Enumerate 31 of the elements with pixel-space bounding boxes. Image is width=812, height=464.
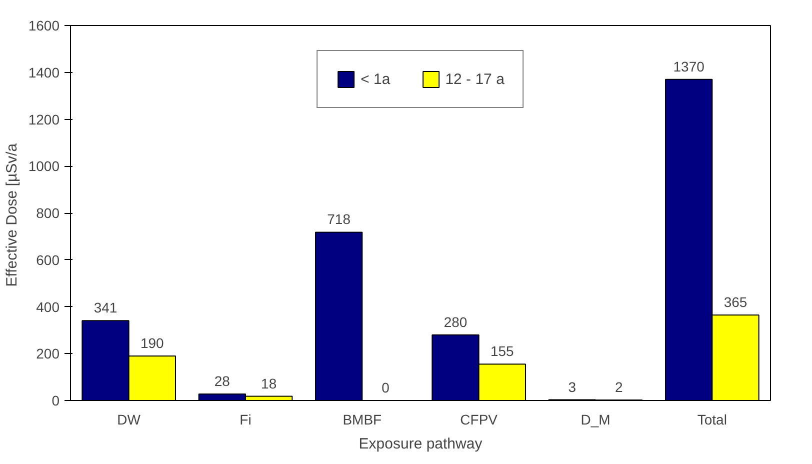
data-label: 2	[614, 379, 623, 396]
data-label: 18	[261, 375, 277, 392]
data-label: 718	[327, 211, 351, 228]
data-label: 1370	[673, 58, 705, 74]
legend-label: < 1a	[360, 70, 390, 88]
y-tick-label: 600	[36, 252, 60, 268]
data-label: 280	[444, 314, 468, 330]
x-tick-label: Fi	[240, 412, 252, 428]
x-axis-title: Exposure pathway	[358, 436, 483, 452]
y-tick-label: 800	[36, 205, 60, 221]
y-tick-label: 400	[36, 298, 60, 315]
data-label: 155	[490, 343, 514, 360]
data-label: 0	[382, 380, 390, 396]
y-axis-title: Effective Dose [µSv/a	[3, 142, 20, 287]
legend-label: 12 - 17 a	[445, 70, 504, 88]
x-tick-label: DW	[117, 412, 142, 428]
x-tick-label: CFPV	[460, 412, 498, 428]
data-label: 28	[214, 372, 230, 389]
data-label: 365	[724, 294, 748, 310]
y-tick-label: 200	[36, 346, 60, 362]
y-tick-label: 1600	[28, 18, 60, 34]
x-tick-label: BMBF	[342, 412, 382, 428]
y-tick-label: 1400	[28, 64, 60, 80]
y-tick-label: 0	[52, 392, 60, 408]
data-label: 3	[568, 378, 576, 395]
y-tick-label: 1000	[28, 158, 60, 174]
y-tick-label: 1200	[28, 111, 60, 128]
x-tick-label: D_M	[580, 412, 610, 428]
data-label: 190	[140, 334, 164, 351]
data-label: 341	[94, 300, 118, 316]
x-tick-label: Total	[697, 412, 727, 428]
